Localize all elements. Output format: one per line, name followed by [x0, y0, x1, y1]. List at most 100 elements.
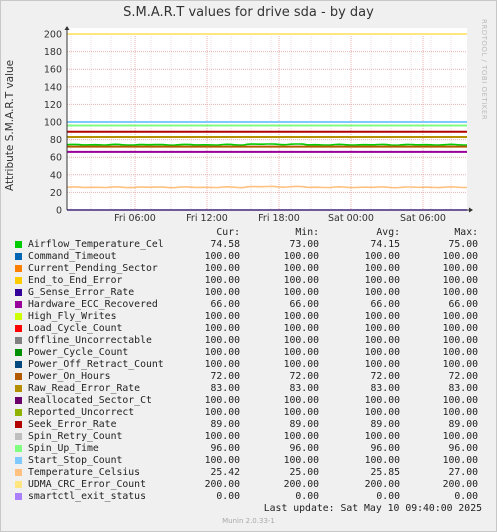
legend-series-name: Power_Cycle_Count [28, 347, 129, 358]
legend-swatch [15, 313, 22, 320]
legend-value-cur: 100.00 [204, 323, 240, 334]
legend-swatch [15, 433, 22, 440]
legend-series-name: Reallocated_Sector_Ct [28, 395, 152, 406]
legend-value-max: 96.00 [448, 443, 479, 454]
header-max: Max: [454, 227, 478, 238]
legend-value-min: 96.00 [289, 443, 320, 454]
legend-value-max: 72.00 [448, 371, 479, 382]
legend-value-max: 89.00 [448, 419, 479, 430]
plot-background [67, 28, 467, 210]
y-tick-label: 40 [50, 170, 62, 181]
legend-value-cur: 83.00 [210, 383, 241, 394]
legend-value-max: 100.00 [442, 335, 478, 346]
legend-value-max: 27.00 [448, 467, 479, 478]
legend-value-avg: 83.00 [370, 383, 401, 394]
legend-value-min: 72.00 [289, 371, 320, 382]
y-tick-label: 120 [44, 100, 62, 111]
y-tick-label: 200 [44, 30, 62, 41]
legend-value-min: 0.00 [295, 491, 319, 502]
legend-value-min: 100.00 [283, 407, 319, 418]
y-tick-label: 160 [44, 65, 62, 76]
legend-value-min: 89.00 [289, 419, 320, 430]
x-tick-label: Sat 00:00 [328, 213, 374, 223]
legend-value-avg: 100.00 [364, 323, 400, 334]
legend-swatch [15, 397, 22, 404]
legend-swatch [15, 493, 22, 500]
legend-value-max: 83.00 [448, 383, 479, 394]
axes [64, 26, 473, 213]
legend-value-cur: 100.00 [204, 431, 240, 442]
legend-series-name: Seek_Error_Rate [28, 419, 117, 430]
legend-value-avg: 100.00 [364, 311, 400, 322]
legend-value-cur: 100.00 [204, 335, 240, 346]
legend-value-avg: 100.00 [364, 335, 400, 346]
legend-value-min: 200.00 [283, 479, 319, 490]
legend-value-max: 100.00 [442, 407, 478, 418]
legend-value-min: 100.00 [283, 359, 319, 370]
y-tick-label: 100 [44, 118, 62, 129]
legend-value-avg: 100.00 [364, 251, 400, 262]
legend-value-avg: 89.00 [370, 419, 401, 430]
legend-value-min: 83.00 [289, 383, 320, 394]
legend-series-name: Airflow_Temperature_Cel [28, 239, 164, 250]
legend-value-min: 100.00 [283, 263, 319, 274]
legend-value-max: 100.00 [442, 431, 478, 442]
y-axis-arrow [64, 26, 70, 30]
legend-series-name: Spin_Retry_Count [28, 431, 123, 442]
x-tick-labels: Fri 06:00 Fri 12:00 Fri 18:00 Sat 00:00 Sat … [114, 213, 446, 223]
legend-value-max: 100.00 [442, 275, 478, 286]
legend-series-name: Reported_Uncorrect [28, 407, 135, 418]
legend-value-avg: 200.00 [364, 479, 400, 490]
legend-swatch [15, 421, 22, 428]
legend-swatch [15, 361, 22, 368]
legend-value-cur: 100.00 [204, 251, 240, 262]
legend-value-max: 66.00 [448, 299, 479, 310]
y-tick-label: 80 [50, 135, 62, 146]
series-line [66, 143, 467, 147]
legend-value-cur: 100.00 [204, 347, 240, 358]
x-axis-arrow [469, 207, 473, 213]
header-cur: Cur: [216, 227, 240, 238]
series-line [66, 185, 467, 189]
legend-swatch [15, 385, 22, 392]
y-tick-label: 60 [50, 153, 62, 164]
legend-value-max: 100.00 [442, 455, 478, 466]
legend-swatch [15, 373, 22, 380]
y-tick-labels: 0 20 40 60 80 100 120 140 160 180 200 [44, 30, 62, 217]
legend-series-name: Temperature_Celsius [28, 467, 141, 478]
legend-value-min: 100.00 [283, 347, 319, 358]
legend-value-cur: 96.00 [210, 443, 241, 454]
legend-value-min: 66.00 [289, 299, 320, 310]
legend-value-cur: 100.00 [204, 275, 240, 286]
legend-value-max: 75.00 [448, 239, 479, 250]
legend-series-name: Raw_Read_Error_Rate [28, 383, 141, 394]
legend-value-cur: 100.00 [204, 407, 240, 418]
legend-value-min: 100.00 [283, 323, 319, 334]
legend-value-max: 100.00 [442, 311, 478, 322]
legend-value-avg: 100.00 [364, 263, 400, 274]
legend-series-name: Command_Timeout [28, 251, 117, 262]
legend-value-min: 100.00 [283, 311, 319, 322]
x-tick-label: Fri 18:00 [258, 213, 300, 223]
legend-value-cur: 200.00 [204, 479, 240, 490]
legend-series-name: Spin_Up_Time [28, 443, 99, 454]
x-tick-label: Sat 06:00 [400, 213, 446, 223]
legend-series-name: Power_Off_Retract_Count [28, 359, 164, 370]
legend-swatch [15, 481, 22, 488]
legend-swatch [15, 409, 22, 416]
legend-swatch [15, 277, 22, 284]
legend-value-cur: 100.00 [204, 359, 240, 370]
legend-value-min: 100.00 [283, 395, 319, 406]
legend-value-avg: 25.85 [370, 467, 401, 478]
legend-series-name: Power_On_Hours [28, 371, 111, 382]
legend-value-min: 100.00 [283, 335, 319, 346]
legend-value-avg: 100.00 [364, 347, 400, 358]
legend-series-name: Offline_Uncorrectable [28, 335, 152, 346]
legend-value-cur: 100.00 [204, 311, 240, 322]
legend-value-min: 100.00 [283, 251, 319, 262]
legend-series-name: High_Fly_Writes [28, 311, 117, 322]
legend-swatch [15, 337, 22, 344]
legend-value-max: 100.00 [442, 287, 478, 298]
x-tick-label: Fri 12:00 [186, 213, 228, 223]
